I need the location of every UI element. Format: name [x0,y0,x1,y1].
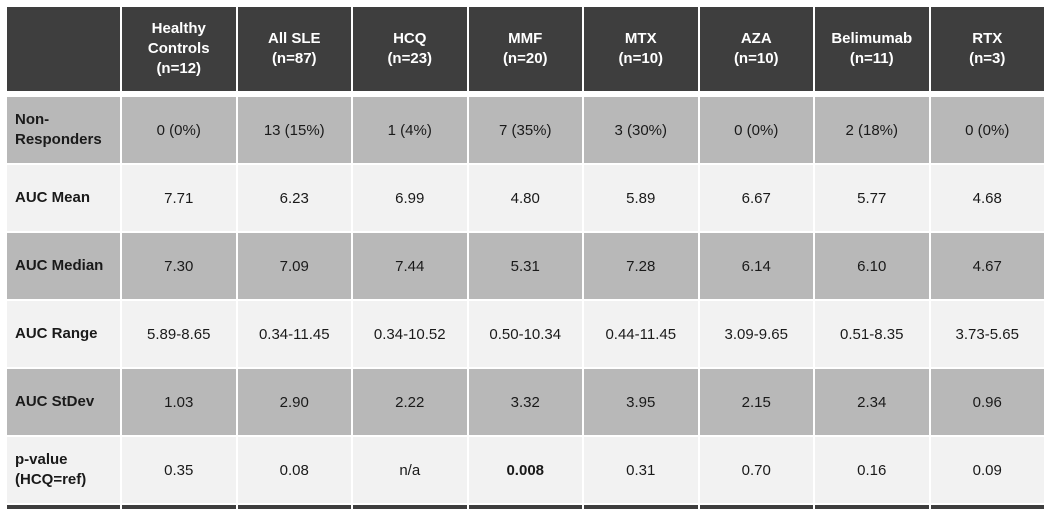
column-header-label: MTX [624,29,657,47]
data-cell: 6.99 [353,165,467,231]
data-cell: 7.44 [353,233,467,299]
clipped-cell [699,505,813,509]
table-row-auc-mean: AUC Mean 7.71 6.23 6.99 4.80 5.89 6.67 5… [7,165,1044,231]
column-header-label: MMF [508,29,543,47]
data-cell: 2.22 [353,369,467,435]
data-cell: 0.50-10.34 [468,301,582,367]
row-label: AUC Range [7,301,120,367]
data-cell: 0.09 [930,437,1044,503]
table-row-auc-range: AUC Range 5.89-8.65 0.34-11.45 0.34-10.5… [7,301,1044,367]
data-cell: 5.31 [468,233,582,299]
data-cell: 0.34-11.45 [237,301,351,367]
data-cell: 6.23 [237,165,351,231]
column-header-n: (n=87) [271,50,317,67]
column-header-belimumab: Belimumab (n=11) [815,7,929,95]
table-row-non-responders: Non-Responders 0 (0%) 13 (15%) 1 (4%) 7 … [7,97,1044,163]
corner-cell [7,7,120,95]
row-label: p-value (HCQ=ref) [7,437,120,503]
data-cell: 4.67 [930,233,1044,299]
column-header-n: (n=11) [849,50,894,67]
column-header-all-sle: All SLE (n=87) [237,7,351,95]
data-cell: 7.71 [122,165,236,231]
column-header-label: HCQ [393,29,427,47]
data-cell: 0.34-10.52 [353,301,467,367]
data-cell: 7 (35%) [468,97,582,163]
data-cell: 5.77 [815,165,929,231]
data-cell: 6.14 [699,233,813,299]
data-cell: 0.31 [584,437,698,503]
data-cell: 0.51-8.35 [815,301,929,367]
column-header-n: (n=3) [969,50,1006,67]
data-cell: 0.70 [699,437,813,503]
data-cell: 3 (30%) [584,97,698,163]
data-cell: 1.03 [122,369,236,435]
data-cell: 5.89 [584,165,698,231]
column-header-n: (n=20) [502,50,548,67]
row-label: AUC Median [7,233,120,299]
clipped-bottom-row [7,505,1044,509]
data-cell: 6.10 [815,233,929,299]
data-cell: 5.89-8.65 [122,301,236,367]
clipped-cell [468,505,582,509]
data-cell: 1 (4%) [353,97,467,163]
data-cell: 4.68 [930,165,1044,231]
data-cell: 2.34 [815,369,929,435]
data-cell: 7.30 [122,233,236,299]
data-cell: 0.44-11.45 [584,301,698,367]
column-header-label: Belimumab [831,29,913,47]
data-cell: n/a [353,437,467,503]
data-cell: 3.73-5.65 [930,301,1044,367]
data-cell: 2.90 [237,369,351,435]
data-cell: 3.32 [468,369,582,435]
column-header-aza: AZA (n=10) [699,7,813,95]
data-cell: 0.16 [815,437,929,503]
column-header-mmf: MMF (n=20) [468,7,582,95]
row-label: Non-Responders [7,97,120,163]
data-cell: 3.95 [584,369,698,435]
clipped-cell [7,505,120,509]
data-cell: 0 (0%) [699,97,813,163]
data-cell: 7.09 [237,233,351,299]
data-cell: 0 (0%) [930,97,1044,163]
data-cell: 13 (15%) [237,97,351,163]
column-header-hcq: HCQ (n=23) [353,7,467,95]
clipped-cell [815,505,929,509]
data-cell: 2 (18%) [815,97,929,163]
results-table: Healthy Controls (n=12) All SLE (n=87) H… [5,5,1046,511]
table-row-auc-median: AUC Median 7.30 7.09 7.44 5.31 7.28 6.14… [7,233,1044,299]
column-header-label: AZA [740,29,772,47]
column-header-mtx: MTX (n=10) [584,7,698,95]
row-label: AUC StDev [7,369,120,435]
row-label: AUC Mean [7,165,120,231]
table-row-p-value: p-value (HCQ=ref) 0.35 0.08 n/a 0.008 0.… [7,437,1044,503]
column-header-n: (n=10) [618,50,664,67]
clipped-cell [122,505,236,509]
data-cell: 6.67 [699,165,813,231]
data-cell: 4.80 [468,165,582,231]
data-cell: 0.08 [237,437,351,503]
column-header-rtx: RTX (n=3) [930,7,1044,95]
clipped-cell [930,505,1044,509]
data-cell-significant-p-value: 0.008 [468,437,582,503]
data-cell: 7.28 [584,233,698,299]
data-cell: 0.96 [930,369,1044,435]
clipped-cell [353,505,467,509]
column-header-n: (n=23) [387,50,433,67]
column-header-label: Healthy Controls [147,19,210,57]
column-header-n: (n=12) [156,60,202,78]
clipped-cell [237,505,351,509]
column-header-label: All SLE [267,29,321,47]
data-cell: 2.15 [699,369,813,435]
data-cell: 0 (0%) [122,97,236,163]
data-cell: 3.09-9.65 [699,301,813,367]
column-header-label: RTX [972,29,1003,47]
header-row: Healthy Controls (n=12) All SLE (n=87) H… [7,7,1044,95]
column-header-healthy-controls: Healthy Controls (n=12) [122,7,236,95]
table-row-auc-stdev: AUC StDev 1.03 2.90 2.22 3.32 3.95 2.15 … [7,369,1044,435]
data-cell: 0.35 [122,437,236,503]
clipped-cell [584,505,698,509]
column-header-n: (n=10) [733,50,779,67]
